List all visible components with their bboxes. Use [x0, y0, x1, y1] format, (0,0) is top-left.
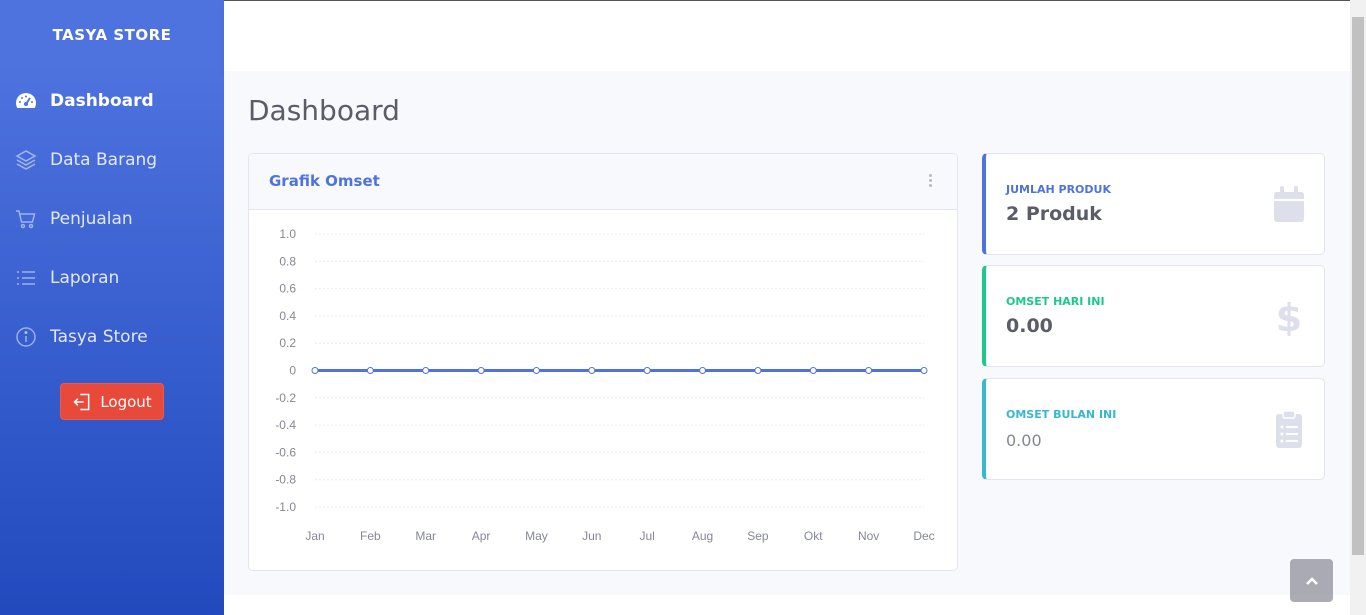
tachometer-icon	[16, 93, 36, 108]
list-icon	[17, 271, 35, 285]
calendar-icon	[1274, 186, 1304, 222]
y-tick-label: 0.6	[279, 282, 296, 296]
y-tick-label: 0.2	[279, 336, 296, 350]
stat-value: 0.00	[1006, 315, 1053, 337]
stat-value: 0.00	[1006, 431, 1042, 450]
y-tick-label: 0.4	[279, 309, 296, 323]
sidebar-item-label: Dashboard	[50, 91, 154, 111]
data-point[interactable]	[588, 367, 596, 374]
sidebar-item-tasya-store[interactable]: Tasya Store	[14, 322, 148, 352]
topbar	[224, 0, 1350, 71]
data-point[interactable]	[366, 367, 374, 374]
page-scrollbar[interactable]	[1350, 0, 1366, 615]
chart-title: Grafik Omset	[269, 172, 380, 190]
sidebar-item-label: Tasya Store	[50, 327, 148, 347]
sidebar: TASYA STORE Dashboard Data Barang Penjua…	[0, 0, 224, 615]
info-icon	[16, 327, 36, 347]
more-options-icon[interactable]	[927, 172, 933, 190]
x-tick-label: Sep	[747, 529, 769, 543]
stat-label: JUMLAH PRODUK	[1006, 183, 1111, 196]
logout-icon	[73, 393, 90, 410]
stat-label: OMSET BULAN INI	[1006, 408, 1117, 421]
y-tick-label: -0.6	[275, 445, 296, 459]
svg-text:$: $	[1276, 296, 1302, 336]
stat-card-omset-hari-ini: OMSET HARI INI 0.00 $	[982, 265, 1325, 367]
x-tick-label: Mar	[415, 529, 436, 543]
sidebar-item-laporan[interactable]: Laporan	[14, 263, 119, 293]
y-tick-label: 0	[289, 364, 296, 378]
y-tick-label: -0.8	[275, 473, 296, 487]
x-tick-label: Okt	[804, 529, 823, 543]
x-tick-label: Nov	[858, 529, 879, 543]
data-point[interactable]	[809, 367, 817, 374]
y-tick-label: -0.2	[275, 391, 296, 405]
x-tick-label: Aug	[692, 529, 713, 543]
footer	[224, 595, 1350, 615]
stat-card-omset-bulan-ini: OMSET BULAN INI 0.00	[982, 378, 1325, 480]
dollar-icon: $	[1276, 296, 1302, 336]
sidebar-item-label: Data Barang	[50, 150, 158, 170]
y-tick-label: 0.8	[279, 254, 296, 268]
scrollbar-thumb[interactable]	[1352, 17, 1364, 555]
stat-label: OMSET HARI INI	[1006, 295, 1105, 308]
x-tick-label: Jul	[640, 529, 655, 543]
data-point[interactable]	[920, 367, 928, 374]
brand-title[interactable]: TASYA STORE	[52, 26, 172, 44]
data-point[interactable]	[754, 367, 762, 374]
x-tick-label: Apr	[472, 529, 491, 543]
data-point[interactable]	[865, 367, 873, 374]
chevron-up-icon	[1305, 576, 1318, 585]
x-tick-label: Feb	[360, 529, 381, 543]
sidebar-item-label: Penjualan	[50, 209, 133, 229]
x-tick-label: Dec	[913, 529, 934, 543]
clipboard-icon	[1276, 410, 1302, 448]
sidebar-item-data-barang[interactable]: Data Barang	[14, 145, 157, 175]
data-point[interactable]	[477, 367, 485, 374]
logout-button[interactable]: Logout	[60, 383, 164, 420]
data-point[interactable]	[311, 367, 319, 374]
omset-line-chart: 1.0 0.8 0.6 0.4 0.2 0 -0.2 -0.4 -0.6 -0.8 -1.0 Jan F…	[275, 227, 934, 543]
x-tick-label: Jun	[582, 529, 601, 543]
sidebar-item-penjualan[interactable]: Penjualan	[14, 204, 133, 234]
x-tick-label: Jan	[305, 529, 324, 543]
page-title: Dashboard	[248, 94, 400, 127]
sidebar-item-label: Laporan	[50, 268, 120, 288]
data-point[interactable]	[422, 367, 430, 374]
y-tick-label: 1.0	[279, 227, 296, 241]
y-tick-label: -1.0	[275, 500, 296, 514]
chart-card: Grafik Omset 1.0 0.8 0.6 0.4 0.2 0 -0.2 -0.4 -0.…	[248, 153, 958, 571]
stat-card-jumlah-produk: JUMLAH PRODUK 2 Produk	[982, 153, 1325, 255]
x-tick-label: May	[525, 529, 548, 543]
layers-icon	[15, 150, 37, 170]
stat-value: 2 Produk	[1006, 203, 1102, 225]
chart-card-header: Grafik Omset	[249, 154, 957, 210]
y-tick-label: -0.4	[275, 418, 296, 432]
data-point[interactable]	[532, 367, 540, 374]
data-point[interactable]	[643, 367, 651, 374]
data-point[interactable]	[699, 367, 707, 374]
cart-icon	[16, 210, 36, 229]
logout-label: Logout	[100, 392, 152, 411]
sidebar-item-dashboard[interactable]: Dashboard	[14, 86, 154, 116]
scroll-to-top-button[interactable]	[1290, 559, 1333, 602]
